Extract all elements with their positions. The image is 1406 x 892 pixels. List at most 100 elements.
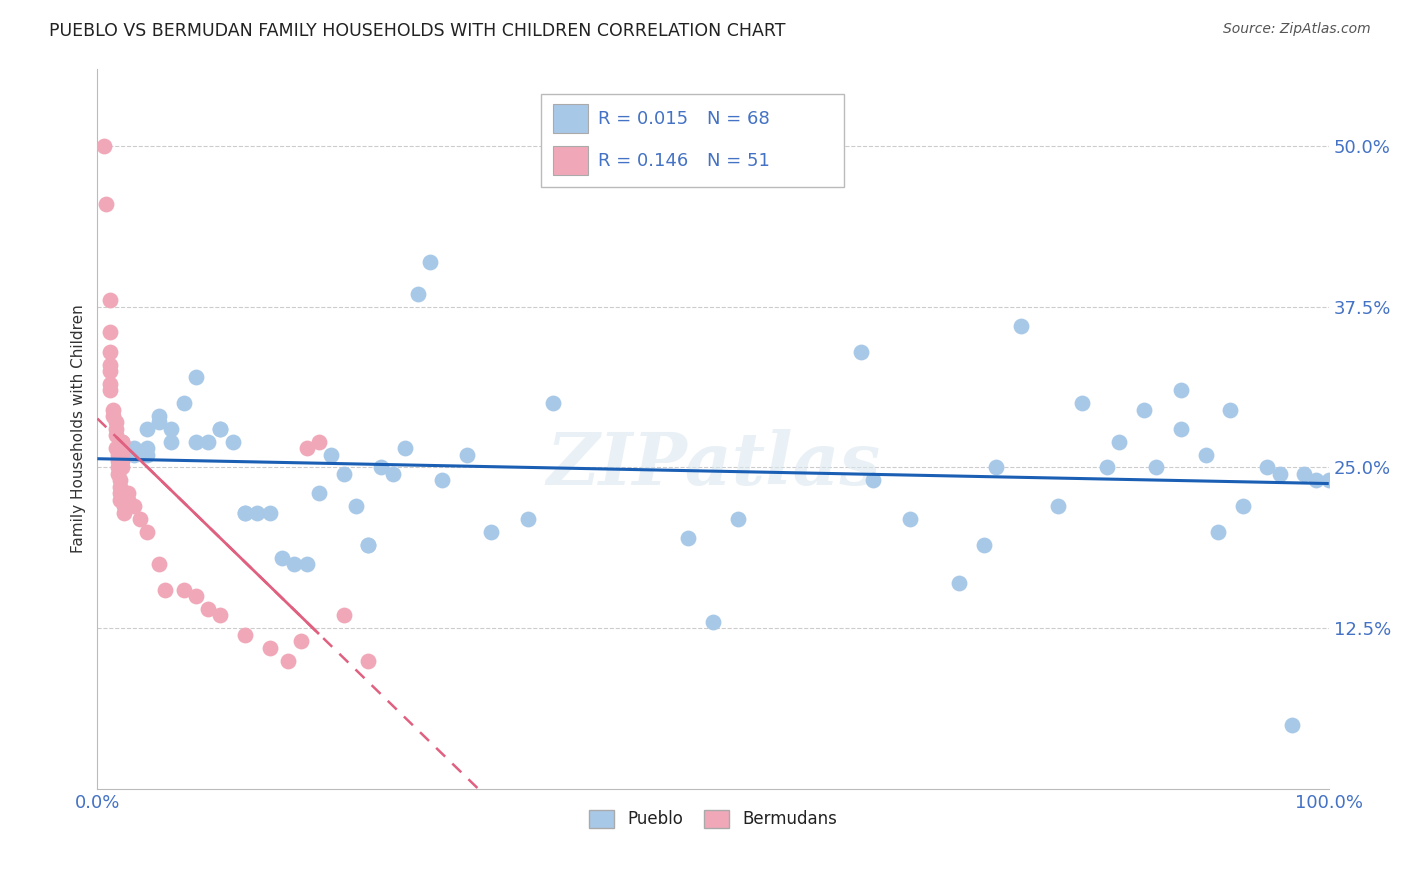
Point <box>394 441 416 455</box>
Point <box>108 474 131 488</box>
Point <box>430 474 453 488</box>
Point <box>246 506 269 520</box>
Point <box>973 538 995 552</box>
Point <box>209 422 232 436</box>
Point <box>222 434 245 449</box>
Point <box>98 364 121 378</box>
Point <box>277 653 299 667</box>
Point <box>98 293 121 308</box>
Point <box>321 448 343 462</box>
Point <box>1144 460 1167 475</box>
Point <box>107 454 129 468</box>
Point <box>173 396 195 410</box>
Point <box>1232 499 1254 513</box>
Point <box>1170 384 1192 398</box>
Point <box>849 344 872 359</box>
Point <box>98 384 121 398</box>
Point <box>108 492 131 507</box>
Point <box>104 422 127 436</box>
Text: N = 68: N = 68 <box>707 110 770 128</box>
Point <box>111 434 134 449</box>
Point <box>948 576 970 591</box>
Point <box>1219 402 1241 417</box>
Point <box>148 409 170 423</box>
Point <box>456 448 478 462</box>
Point <box>114 506 136 520</box>
Point <box>107 448 129 462</box>
Point <box>209 608 232 623</box>
Point <box>1194 448 1216 462</box>
Point <box>124 448 146 462</box>
Point <box>197 602 219 616</box>
Point <box>108 480 131 494</box>
Point <box>111 434 134 449</box>
Point <box>111 454 134 468</box>
Point <box>332 608 354 623</box>
Point <box>104 441 127 455</box>
Point <box>107 467 129 481</box>
Point <box>308 486 330 500</box>
Point <box>1305 474 1327 488</box>
Point <box>481 524 503 539</box>
Point <box>184 589 207 603</box>
Point <box>406 286 429 301</box>
Point <box>129 512 152 526</box>
Point <box>111 441 134 455</box>
Point <box>678 531 700 545</box>
Point <box>197 434 219 449</box>
Point <box>233 506 256 520</box>
Point <box>98 326 121 340</box>
Text: N = 51: N = 51 <box>707 152 770 169</box>
Point <box>135 441 157 455</box>
Point <box>1294 467 1316 481</box>
Point <box>862 474 884 488</box>
Point <box>114 499 136 513</box>
Point <box>209 422 232 436</box>
Point <box>160 422 183 436</box>
Point <box>107 460 129 475</box>
Point <box>111 434 134 449</box>
Point <box>104 428 127 442</box>
Point <box>98 358 121 372</box>
Point <box>259 640 281 655</box>
Point <box>517 512 540 526</box>
Point <box>295 441 318 455</box>
Point <box>108 486 131 500</box>
Point <box>1071 396 1094 410</box>
Point <box>344 499 367 513</box>
Point <box>148 416 170 430</box>
Point <box>259 506 281 520</box>
Point <box>541 396 564 410</box>
Point <box>104 416 127 430</box>
Point <box>1170 422 1192 436</box>
Point <box>283 557 305 571</box>
Point <box>898 512 921 526</box>
Y-axis label: Family Households with Children: Family Households with Children <box>72 304 86 553</box>
Point <box>381 467 404 481</box>
Point <box>419 254 441 268</box>
Point <box>1010 318 1032 333</box>
Point <box>1046 499 1069 513</box>
Point <box>702 615 724 629</box>
Point <box>332 467 354 481</box>
Point <box>173 582 195 597</box>
Point <box>124 441 146 455</box>
Point <box>117 486 139 500</box>
Text: R = 0.146: R = 0.146 <box>598 152 688 169</box>
Text: Source: ZipAtlas.com: Source: ZipAtlas.com <box>1223 22 1371 37</box>
Point <box>135 422 157 436</box>
Point <box>1133 402 1156 417</box>
Point <box>1206 524 1229 539</box>
Point <box>93 138 115 153</box>
Legend: Pueblo, Bermudans: Pueblo, Bermudans <box>582 803 844 835</box>
Point <box>1108 434 1130 449</box>
Point <box>111 448 134 462</box>
Point <box>153 582 176 597</box>
Point <box>160 434 183 449</box>
Point <box>135 524 157 539</box>
Point <box>103 402 125 417</box>
Point <box>986 460 1008 475</box>
Point <box>1281 718 1303 732</box>
Point <box>124 499 146 513</box>
Point <box>233 628 256 642</box>
